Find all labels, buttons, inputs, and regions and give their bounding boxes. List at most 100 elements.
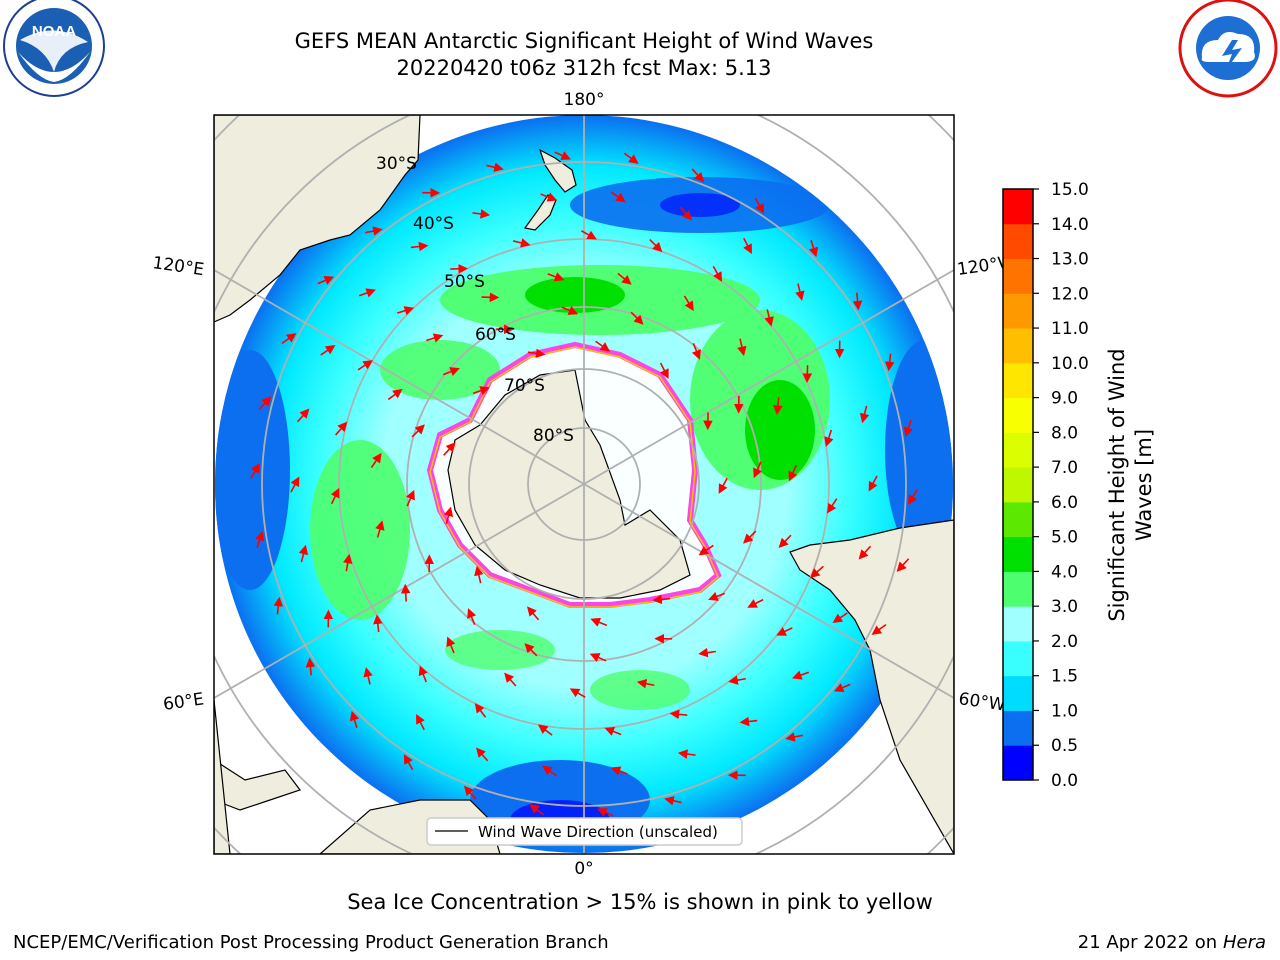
wave-direction-arrow [418,665,428,683]
wave-direction-arrow [524,643,538,657]
colorbar-tick-label: 15.0 [1051,180,1089,200]
wave-direction-arrow [858,545,872,560]
colorbar-segment [1003,258,1033,294]
colorbar-segment [1003,432,1033,468]
colorbar-tick-label: 4.0 [1051,562,1078,582]
colorbar-tick-label: 7.0 [1051,458,1078,478]
wave-direction-arrow [474,565,484,584]
wave-direction-arrow [281,333,297,345]
lon-label-top: 180° [564,90,605,110]
wave-direction-arrow [387,388,403,401]
wave-direction-arrow [317,276,335,285]
wave-direction-arrow [443,442,456,456]
wave-direction-arrow [504,672,517,687]
wave-direction-arrow [683,295,694,312]
lat-label-40s: 40°S [413,214,454,234]
colorbar-tick-label: 9.0 [1051,389,1078,409]
wave-direction-arrow [258,396,272,410]
colorbar-tick-label: 14.0 [1051,215,1089,235]
wave-direction-arrow [537,724,553,736]
wave-direction-arrow [411,424,425,438]
map-panel: 30°S 40°S 50°S 60°S 70°S 80°S 180° 0° 12… [151,90,1016,879]
colorbar-segment [1003,710,1033,746]
wave-direction-arrow [472,386,490,396]
wave-direction-arrow [743,237,752,255]
colorbar-tick-label: 12.0 [1051,284,1089,304]
lon-label-lower-left: 60°E [162,689,205,714]
wave-direction-arrow [754,197,765,214]
wave-direction-arrow [604,726,622,736]
wave-direction-arrow [400,583,411,602]
colorbar-tick-label: 2.0 [1051,632,1078,652]
colorbar-segment [1003,189,1033,225]
wave-direction-arrow [403,754,414,771]
wave-direction-arrow [788,464,798,482]
wave-direction-arrow [810,565,824,579]
wave-direction-arrow [636,678,655,689]
lat-label-30s: 30°S [376,154,417,174]
colorbar-tick-label: 10.0 [1051,354,1089,374]
wave-direction-arrow [342,553,353,572]
wave-direction-arrow [795,283,805,301]
wave-direction-arrow [610,766,628,776]
wave-direction-arrow [561,306,579,315]
wave-direction-arrow [349,710,360,729]
wave-direction-arrow [410,241,429,252]
wave-direction-arrow [743,530,757,544]
footer-credit: NCEP/EMC/Verification Post Processing Pr… [13,932,609,953]
colorbar-tick-label: 1.5 [1051,667,1078,687]
wave-direction-arrow [737,338,747,357]
colorbar-tick-label: 0.0 [1051,771,1078,791]
antarctica [426,341,722,608]
wave-direction-arrow [365,226,383,236]
colorbar-tick-label: 13.0 [1051,250,1089,270]
wave-direction-arrow [416,713,425,731]
wave-direction-arrow [649,238,663,253]
wave-direction-arrow [610,191,626,203]
colorbar-label-line2: Waves [m] [1132,429,1156,541]
wave-direction-arrow [776,627,793,636]
wave-direction-arrow [273,596,284,615]
noaa-logo-text: NOAA [32,23,76,40]
wave-direction-arrow [290,476,300,493]
lat-label-60s: 60°S [475,325,516,345]
wave-direction-arrow [718,477,728,494]
lat-label-50s: 50°S [444,272,485,292]
wave-direction-arrow [590,617,608,627]
wave-direction-arrow [589,653,607,662]
wave-direction-arrow [442,367,460,377]
wave-direction-arrow [255,530,265,549]
wave-direction-arrow [512,238,531,248]
wave-direction-arrow [527,348,546,359]
wave-direction-arrow [373,614,383,633]
wave-direction-arrow [334,421,348,436]
wave-direction-arrow [363,667,373,685]
wave-direction-arrow [677,749,696,759]
wave-direction-arrow [474,703,487,718]
lat-label-70s: 70°S [504,376,545,396]
wave-direction-arrow [463,785,477,800]
wave-direction-arrow [679,206,693,221]
wave-direction-arrow [330,487,340,505]
wave-direction-arrow [527,606,540,621]
wave-direction-arrow [630,311,644,325]
footer-date: 21 Apr 2022 on Hera [1078,932,1266,953]
colorbar-tick-label: 6.0 [1051,493,1078,513]
wave-direction-arrow [691,168,705,183]
colorbar-tick-label: 0.5 [1051,736,1078,756]
colorbar-segment [1003,467,1033,503]
colorbar-label-line1: Significant Height of Wind [1105,348,1129,621]
wave-direction-arrow [785,732,803,742]
wave-direction-arrow [529,804,545,816]
map-legend: Wind Wave Direction (unscaled) [426,817,743,846]
wave-direction-arrow [320,345,336,356]
wave-direction-arrow [764,309,774,327]
wave-direction-arrow [712,265,723,282]
wave-direction-arrow [652,594,671,605]
wave-direction-arrow [540,192,558,202]
wind-wave-arrows [250,151,918,817]
chart-subtitle: 20220420 t06z 312h fcst Max: 5.13 [397,56,772,80]
colorbar-segment [1003,223,1033,260]
colorbar-segment [1003,675,1033,711]
